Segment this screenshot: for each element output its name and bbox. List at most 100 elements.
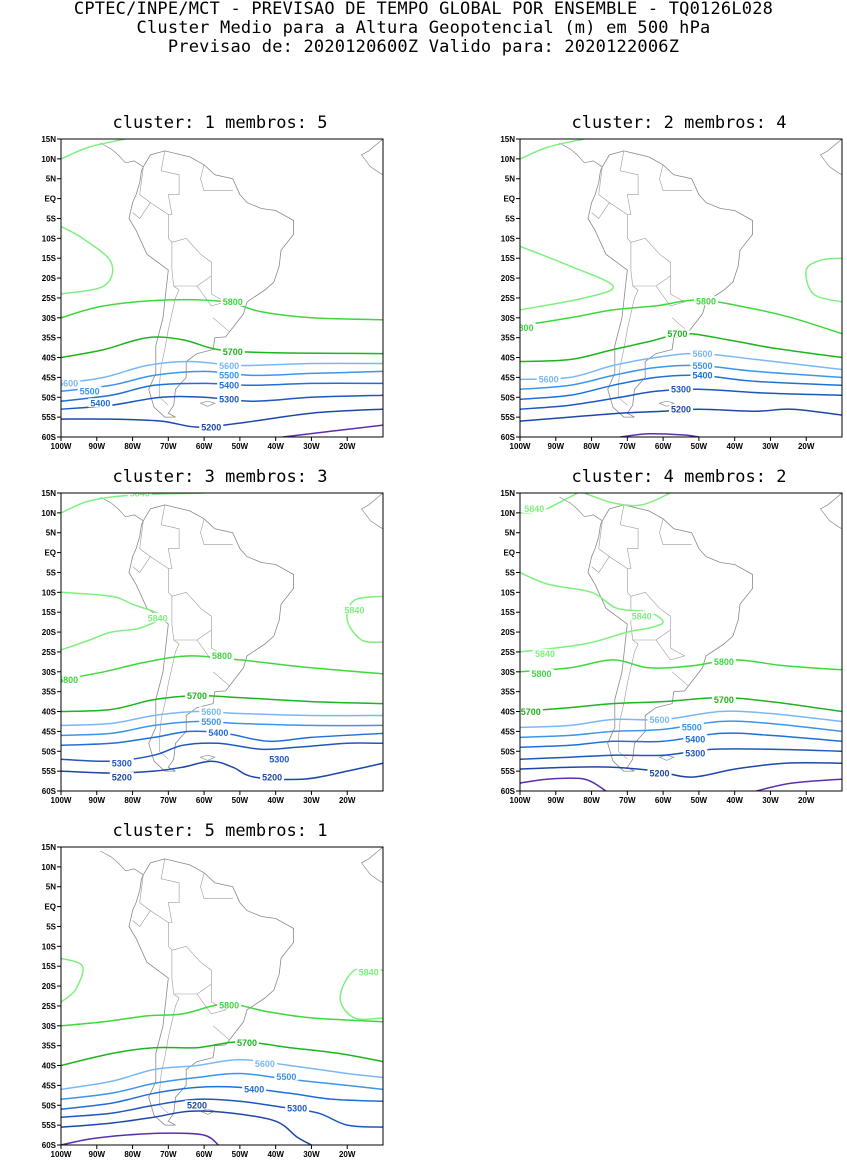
contour-label: 5400 <box>244 1085 264 1095</box>
lat-tick-label: 40S <box>42 354 57 363</box>
lon-tick-label: 40W <box>267 796 284 805</box>
contour-label: 5600 <box>219 361 239 371</box>
contour-label: 5840 <box>344 606 364 616</box>
lon-tick-label: 80W <box>124 442 141 451</box>
lat-tick-label: 20S <box>501 274 516 283</box>
lat-tick-label: EQ <box>503 549 515 558</box>
lon-tick-label: 90W <box>548 796 565 805</box>
contour-label-bg <box>199 422 224 432</box>
contour-5300 <box>61 1098 383 1128</box>
figure-header: CPTEC/INPE/MCT - PREVISAO DE TEMPO GLOBA… <box>0 0 847 57</box>
contour-label-bg <box>690 370 715 380</box>
contour-label-bg <box>683 748 708 758</box>
contour-label: 5840 <box>148 613 168 623</box>
lat-tick-label: 5N <box>505 529 515 538</box>
contour-label: 5800 <box>696 296 716 306</box>
lon-tick-label: 60W <box>196 796 213 805</box>
lat-tick-label: 20S <box>42 274 57 283</box>
contour-label: 5400 <box>208 728 228 738</box>
lat-tick-label: 45S <box>42 373 57 382</box>
contour-label: 5300 <box>287 1103 307 1113</box>
contour-5600 <box>61 360 383 385</box>
contour-5840 <box>520 245 614 311</box>
contour-5100 <box>282 424 383 437</box>
contour-label: 5400 <box>685 735 705 745</box>
country-border <box>150 910 173 979</box>
lat-tick-label: 10S <box>42 588 57 597</box>
contour-label-bg <box>274 1071 299 1081</box>
lon-tick-label: 40W <box>726 796 743 805</box>
lon-tick-label: 80W <box>124 1150 141 1159</box>
contour-label: 5840 <box>632 611 652 621</box>
country-border <box>619 504 639 569</box>
contour-label-bg <box>210 650 234 660</box>
lat-tick-label: 5S <box>46 214 56 223</box>
contour-label: 5400 <box>219 381 239 391</box>
contour-label-bg <box>184 690 209 700</box>
lat-tick-label: 60S <box>42 433 57 442</box>
lat-tick-label: 15S <box>42 962 57 971</box>
lat-tick-label: 15N <box>500 489 515 498</box>
panel-title: cluster: 2 membros: 4 <box>571 113 787 133</box>
lon-tick-label: 80W <box>124 796 141 805</box>
contour-label-bg <box>342 605 367 615</box>
lat-tick-label: 25S <box>501 648 516 657</box>
central-america-coast <box>559 496 603 522</box>
cluster-panel-1: cluster: 1 membros: 5 5800 5700 5600 5600 55… <box>26 113 384 458</box>
lon-tick-label: 20W <box>798 796 815 805</box>
contour-label-bg <box>220 346 245 356</box>
country-border <box>591 556 610 573</box>
central-america-coast <box>100 142 144 168</box>
lon-tick-label: 70W <box>160 796 177 805</box>
contour-label-bg <box>184 1100 209 1110</box>
contour-label-bg <box>694 296 719 306</box>
lat-tick-label: 10N <box>41 863 56 872</box>
falkland-islands <box>658 754 675 761</box>
lat-tick-label: 15S <box>42 608 57 617</box>
lon-tick-label: 100W <box>51 796 72 805</box>
lon-tick-label: 50W <box>232 442 249 451</box>
country-border <box>200 164 233 191</box>
central-america-coast <box>100 850 144 876</box>
lat-tick-label: 25S <box>42 1002 57 1011</box>
lon-tick-label: 90W <box>89 1150 106 1159</box>
lat-tick-label: 40S <box>42 1062 57 1071</box>
lat-tick-label: 25S <box>42 294 57 303</box>
lon-tick-label: 20W <box>798 442 815 451</box>
country-border <box>659 164 692 191</box>
lon-tick-label: 70W <box>160 442 177 451</box>
contour-label: 5600 <box>539 375 559 385</box>
country-border <box>655 630 686 661</box>
lat-tick-label: 40S <box>42 708 57 717</box>
lon-tick-label: 40W <box>267 442 284 451</box>
cluster-panel-2: cluster: 2 membros: 4 5800 5800 5700 5600 56… <box>485 113 843 458</box>
contour-label: 5600 <box>650 715 670 725</box>
lon-tick-label: 60W <box>196 442 213 451</box>
contour-5200 <box>520 762 842 778</box>
contour-label: 5300 <box>269 755 289 765</box>
lat-tick-label: 60S <box>501 433 516 442</box>
lon-tick-label: 50W <box>232 796 249 805</box>
lat-tick-label: 5S <box>505 214 515 223</box>
contour-5800 <box>520 659 842 673</box>
contour-label-bg <box>690 348 715 358</box>
lat-tick-label: 40S <box>501 708 516 717</box>
contour-5200 <box>61 408 383 428</box>
africa-coast <box>819 139 842 176</box>
lat-tick-label: 5S <box>505 568 515 577</box>
coastline <box>587 150 753 418</box>
lon-tick-label: 20W <box>339 442 356 451</box>
country-border <box>139 166 151 203</box>
country-border <box>132 556 151 573</box>
lat-tick-label: EQ <box>44 903 56 912</box>
contour-label-bg <box>61 378 81 388</box>
lat-tick-label: 15S <box>501 608 516 617</box>
contour-5600 <box>61 710 383 727</box>
contour-5600 <box>520 352 842 381</box>
country-border <box>598 166 610 203</box>
contour-5700 <box>61 336 383 359</box>
coastline <box>128 858 294 1126</box>
